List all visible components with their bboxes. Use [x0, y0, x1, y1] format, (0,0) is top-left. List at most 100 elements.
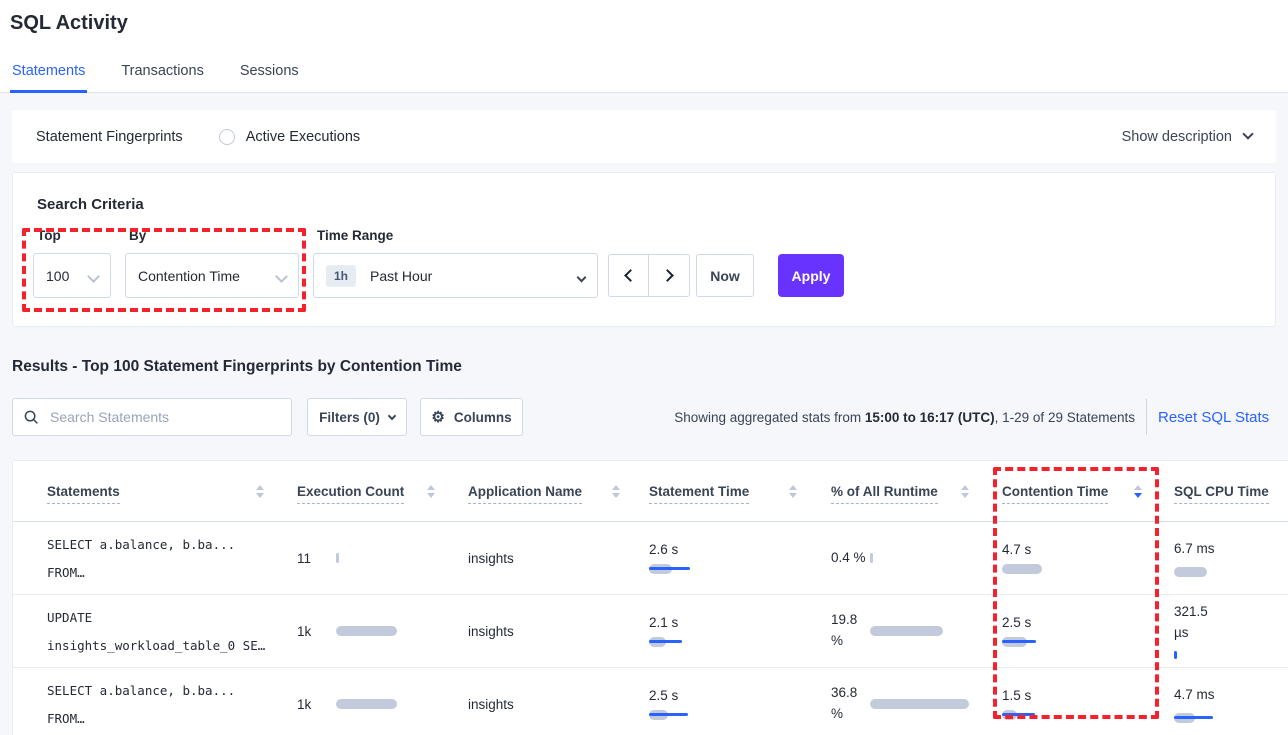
toolbar-divider	[1146, 399, 1147, 435]
sql-cpu-time-value: 6.7 ms	[1174, 541, 1215, 557]
execution-count-bar	[336, 553, 466, 563]
table-header-row: Statements Execution Count Application N…	[13, 461, 1288, 522]
application-name-cell: insights	[468, 595, 514, 667]
column-header-contention-time[interactable]: Contention Time	[1002, 484, 1109, 504]
columns-label: Columns	[453, 409, 512, 425]
columns-button[interactable]: ⚙ Columns	[420, 398, 523, 436]
application-name-cell: insights	[468, 668, 514, 735]
showing-prefix: Showing aggregated stats from	[674, 409, 865, 425]
search-icon	[24, 410, 38, 424]
tab-transactions[interactable]: Transactions	[121, 63, 204, 79]
sort-arrows-icon[interactable]	[789, 485, 797, 498]
time-range-label: Time Range	[317, 228, 394, 243]
pct-runtime-cell: 36.8 %	[831, 668, 1000, 735]
radio-unselected-icon[interactable]	[218, 128, 235, 145]
statement-time-cell: 2.1 s	[649, 595, 779, 667]
execution-count-value: 1k	[297, 696, 312, 712]
chevron-down-icon	[576, 272, 587, 282]
top-label: Top	[37, 228, 61, 243]
column-header-pct-runtime[interactable]: % of All Runtime	[831, 484, 938, 504]
statement-search-box	[12, 398, 292, 436]
radio-statement-fingerprints[interactable]: Statement Fingerprints	[36, 128, 183, 235]
sql-cpu-time-bar	[1174, 566, 1288, 577]
prev-time-button[interactable]	[609, 255, 649, 296]
execution-count-cell: 11	[297, 522, 466, 594]
pct-runtime-bar	[870, 699, 1000, 709]
apply-button[interactable]: Apply	[778, 254, 844, 297]
time-range-nav	[608, 254, 690, 297]
statement-line[interactable]: FROM…	[47, 710, 85, 726]
statement-cell[interactable]: UPDATE insights_workload_table_0 SE…	[47, 595, 265, 667]
tab-statements[interactable]: Statements	[10, 55, 88, 93]
sql-cpu-time-bar	[1174, 712, 1288, 723]
statement-cell[interactable]: SELECT a.balance, b.ba... FROM…	[47, 522, 235, 594]
execution-count-value: 11	[297, 550, 312, 566]
showing-time-range: 15:00 to 16:17 (UTC)	[864, 409, 995, 425]
table-row: SELECT a.balance, b.ba... FROM… 11 insig…	[13, 522, 1288, 595]
pct-runtime-bar	[870, 626, 1000, 636]
sql-cpu-time-value: 4.7 ms	[1174, 687, 1215, 703]
sort-arrows-icon[interactable]	[427, 485, 435, 498]
next-time-button[interactable]	[649, 255, 689, 296]
pct-runtime-value: 0.4 %	[831, 549, 866, 565]
statement-line[interactable]: SELECT a.balance, b.ba...	[47, 682, 236, 698]
search-input[interactable]	[48, 408, 280, 426]
show-description-toggle[interactable]: Show description	[1122, 128, 1254, 145]
statement-line[interactable]: SELECT a.balance, b.ba...	[47, 536, 236, 552]
column-header-statement-time[interactable]: Statement Time	[649, 484, 750, 504]
chevron-right-icon	[661, 269, 674, 282]
statement-time-value: 2.6 s	[649, 542, 679, 557]
table-row: UPDATE insights_workload_table_0 SE… 1k …	[13, 595, 1288, 668]
filters-button[interactable]: Filters (0)	[307, 398, 407, 436]
search-criteria-panel: Search Criteria Top 100 By Contention Ti…	[12, 172, 1276, 327]
chevron-down-icon	[1242, 128, 1254, 140]
statement-cell[interactable]: SELECT a.balance, b.ba... FROM…	[47, 668, 235, 735]
statement-line[interactable]: insights_workload_table_0 SE…	[47, 637, 266, 653]
sort-arrows-icon[interactable]	[256, 485, 264, 498]
radio-label: Statement Fingerprints	[36, 128, 183, 145]
column-header-sql-cpu-time[interactable]: SQL CPU Time	[1174, 484, 1269, 504]
tab-bar: Statements Transactions Sessions	[10, 55, 301, 93]
sql-cpu-time-value: 321.5 µs	[1174, 604, 1208, 640]
sql-cpu-time-bar	[1174, 650, 1288, 660]
by-select[interactable]: Contention Time	[125, 253, 299, 298]
time-range-badge: 1h	[326, 264, 357, 287]
sort-arrows-icon-active-desc[interactable]	[1134, 485, 1142, 498]
statement-time-cell: 2.6 s	[649, 522, 779, 594]
page-title: SQL Activity	[10, 12, 128, 34]
reset-sql-stats-link[interactable]: Reset SQL Stats	[1158, 408, 1270, 426]
filters-label: Filters (0)	[319, 409, 380, 425]
page-header: SQL Activity Statements Transactions Ses…	[0, 0, 1288, 93]
contention-time-bar	[1002, 710, 1132, 720]
sql-cpu-time-cell: 6.7 ms	[1174, 522, 1288, 594]
application-name-value: insights	[468, 623, 514, 639]
radio-active-executions[interactable]: Active Executions	[218, 128, 361, 145]
column-header-execution-count[interactable]: Execution Count	[297, 484, 405, 504]
contention-time-value: 4.7 s	[1002, 542, 1032, 557]
sort-arrows-icon[interactable]	[961, 485, 969, 498]
radio-label: Active Executions	[245, 128, 361, 145]
sort-arrows-icon[interactable]	[612, 485, 620, 498]
chevron-down-icon	[87, 269, 100, 283]
statement-line[interactable]: UPDATE	[47, 609, 93, 625]
now-button[interactable]: Now	[696, 254, 754, 297]
sql-cpu-time-cell: 321.5 µs	[1174, 595, 1288, 667]
statement-time-bar	[649, 637, 779, 647]
execution-count-bar	[336, 699, 466, 709]
contention-time-cell: 1.5 s	[1002, 668, 1132, 735]
contention-time-value: 1.5 s	[1002, 688, 1032, 703]
search-criteria-heading: Search Criteria	[37, 196, 144, 213]
statement-line[interactable]: FROM…	[47, 564, 85, 580]
tab-sessions[interactable]: Sessions	[239, 63, 299, 79]
column-header-statements[interactable]: Statements	[47, 484, 120, 504]
pct-runtime-cell: 19.8 %	[831, 595, 1000, 667]
pct-runtime-value: 36.8 %	[831, 685, 858, 721]
column-header-application-name[interactable]: Application Name	[468, 484, 583, 504]
sql-cpu-time-cell: 4.7 ms	[1174, 668, 1288, 735]
application-name-value: insights	[468, 696, 514, 712]
top-select[interactable]: 100	[33, 253, 111, 298]
time-range-select[interactable]: 1h Past Hour	[313, 253, 598, 298]
contention-time-value: 2.5 s	[1002, 615, 1032, 630]
statement-time-value: 2.1 s	[649, 615, 679, 630]
execution-count-value: 1k	[297, 623, 312, 639]
